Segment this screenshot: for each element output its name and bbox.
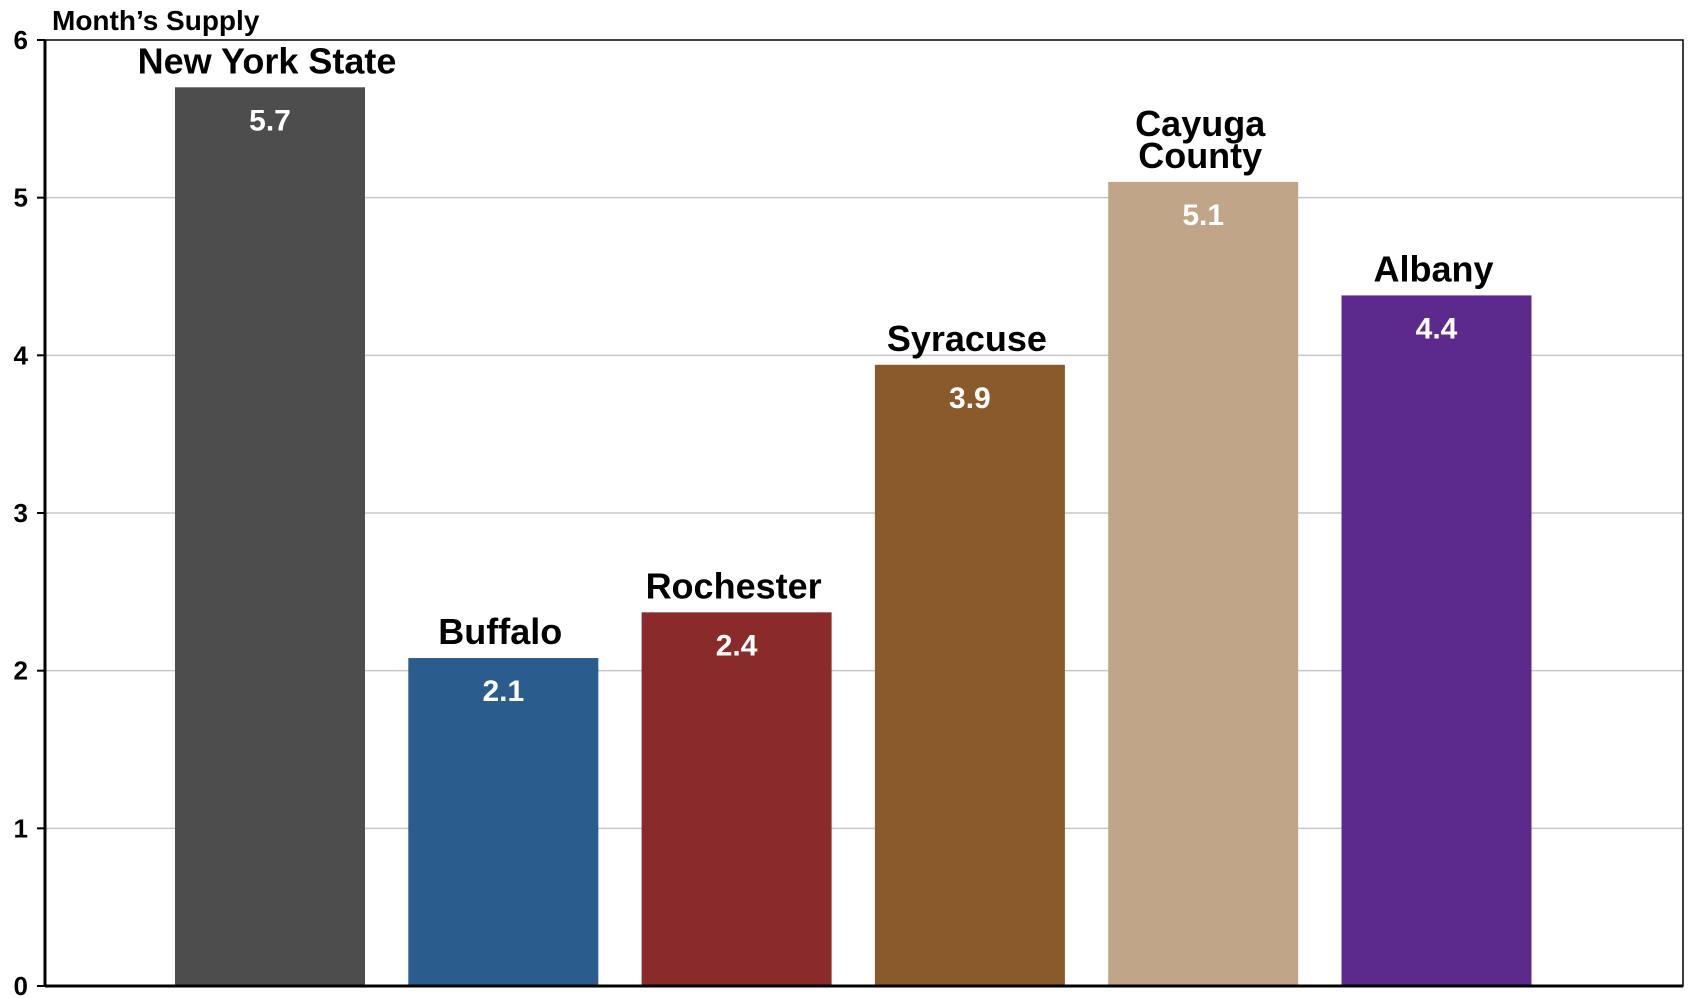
- data-label: 4.4: [1416, 312, 1458, 345]
- category-label: Syracuse: [887, 318, 1047, 359]
- y-axis-label: Month’s Supply: [52, 5, 260, 36]
- y-tick-label: 1: [14, 813, 28, 843]
- bar: [408, 658, 599, 986]
- category-label: Buffalo: [438, 611, 562, 652]
- category-label: Rochester: [646, 565, 822, 606]
- y-tick-label: 4: [14, 340, 29, 370]
- data-label: 3.9: [949, 382, 991, 415]
- labels: 5.7 New York State 2.1 Buffalo 2.4 Rochester 3…: [138, 40, 1494, 708]
- bars: [175, 87, 1532, 987]
- bar: [641, 612, 832, 986]
- y-tick-label: 5: [14, 183, 28, 213]
- category-label: County: [1138, 135, 1262, 176]
- bar: [1341, 295, 1532, 986]
- category-label: New York State: [138, 40, 397, 81]
- data-label: 5.1: [1182, 199, 1224, 232]
- category-label: Albany: [1373, 248, 1493, 289]
- bar: [175, 87, 365, 987]
- data-label: 5.7: [249, 104, 291, 137]
- bar: [1108, 181, 1299, 986]
- y-tick-label: 0: [14, 971, 28, 998]
- y-tick-label: 2: [14, 656, 28, 686]
- bar: [874, 364, 1065, 986]
- y-tick-label: 6: [14, 25, 28, 55]
- data-label: 2.4: [716, 629, 758, 662]
- y-tick-label: 3: [14, 498, 28, 528]
- data-label: 2.1: [482, 675, 524, 708]
- y-axis-ticks: 0 1 2 3 4 5 6: [14, 25, 45, 998]
- category-label: Cayuga: [1135, 103, 1266, 144]
